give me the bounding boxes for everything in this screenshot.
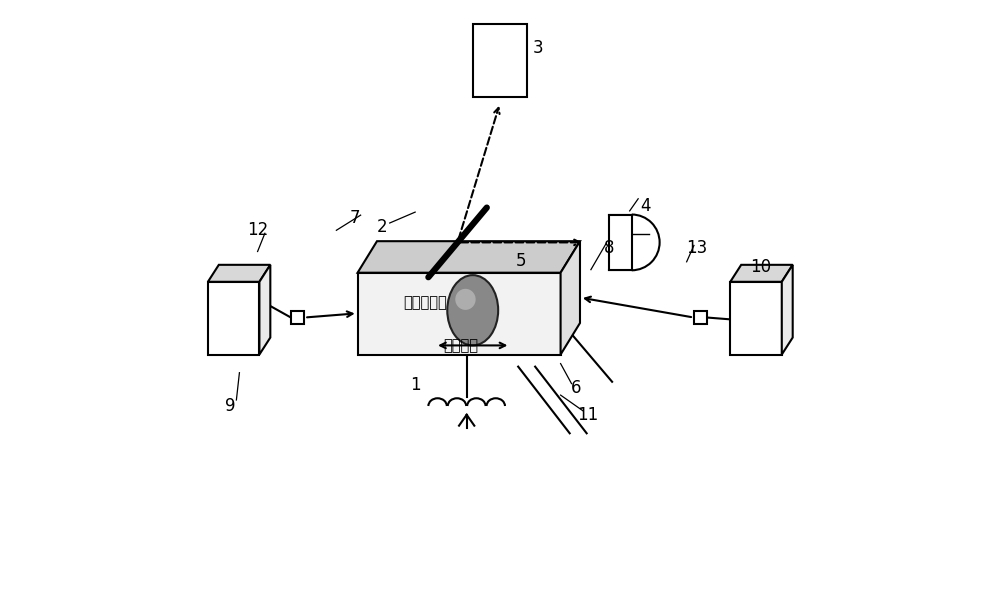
- Text: 10: 10: [750, 258, 771, 276]
- Text: 微粒振动: 微粒振动: [443, 338, 478, 353]
- Polygon shape: [259, 265, 270, 355]
- Ellipse shape: [447, 275, 498, 345]
- Polygon shape: [358, 241, 580, 273]
- Text: 9: 9: [225, 397, 236, 415]
- Text: 8: 8: [604, 239, 614, 258]
- Polygon shape: [782, 265, 793, 355]
- Polygon shape: [609, 215, 632, 270]
- Polygon shape: [730, 282, 782, 355]
- Polygon shape: [730, 265, 793, 282]
- Text: 1: 1: [410, 376, 420, 394]
- Text: 6: 6: [570, 379, 581, 397]
- Polygon shape: [694, 311, 707, 324]
- Polygon shape: [208, 265, 270, 282]
- Text: 3: 3: [533, 39, 543, 58]
- Polygon shape: [561, 241, 580, 355]
- Text: 4: 4: [640, 197, 651, 215]
- Text: 5: 5: [516, 251, 526, 270]
- Text: 2: 2: [377, 218, 387, 236]
- Text: 双光束失准: 双光束失准: [403, 296, 447, 310]
- Polygon shape: [473, 24, 527, 97]
- Ellipse shape: [455, 289, 476, 310]
- Polygon shape: [358, 273, 561, 355]
- Text: 13: 13: [686, 239, 708, 258]
- Text: 12: 12: [247, 221, 268, 239]
- Text: 7: 7: [349, 209, 360, 227]
- Polygon shape: [291, 311, 304, 324]
- Polygon shape: [208, 282, 259, 355]
- Text: 11: 11: [577, 406, 598, 424]
